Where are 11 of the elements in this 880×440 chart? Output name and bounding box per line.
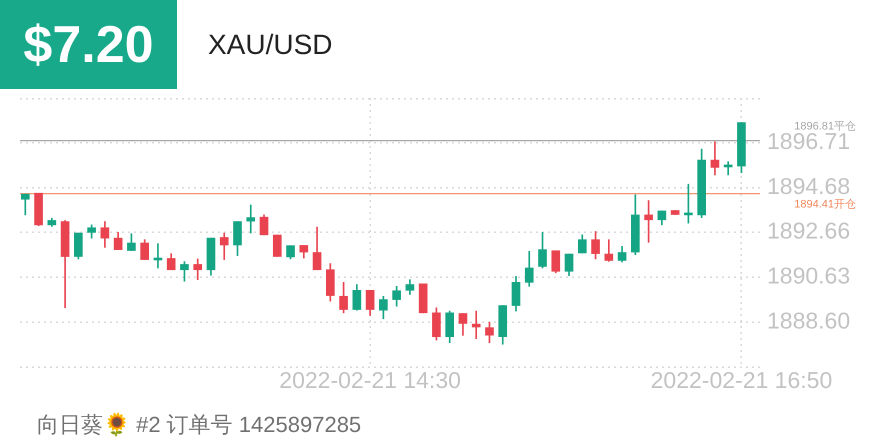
candlestick: [154, 243, 162, 268]
y-tick-label: 1892.66: [767, 218, 850, 244]
badge: $7.20: [0, 0, 177, 89]
y-tick-label: 1894.68: [767, 173, 850, 200]
ref-line-label: 1894.41开仓: [794, 198, 856, 210]
text: 向日葵🌻 #2 订单号 1425897285: [37, 411, 362, 439]
x-tick-label: 2022-02-21 16:50: [650, 367, 832, 394]
y-tick-label: 1890.63: [767, 262, 850, 289]
x-tick-label: 2022-02-21 14:30: [279, 367, 461, 394]
chart-title: XAU/USD: [208, 29, 332, 61]
y-tick-label: 1888.60: [767, 307, 850, 334]
